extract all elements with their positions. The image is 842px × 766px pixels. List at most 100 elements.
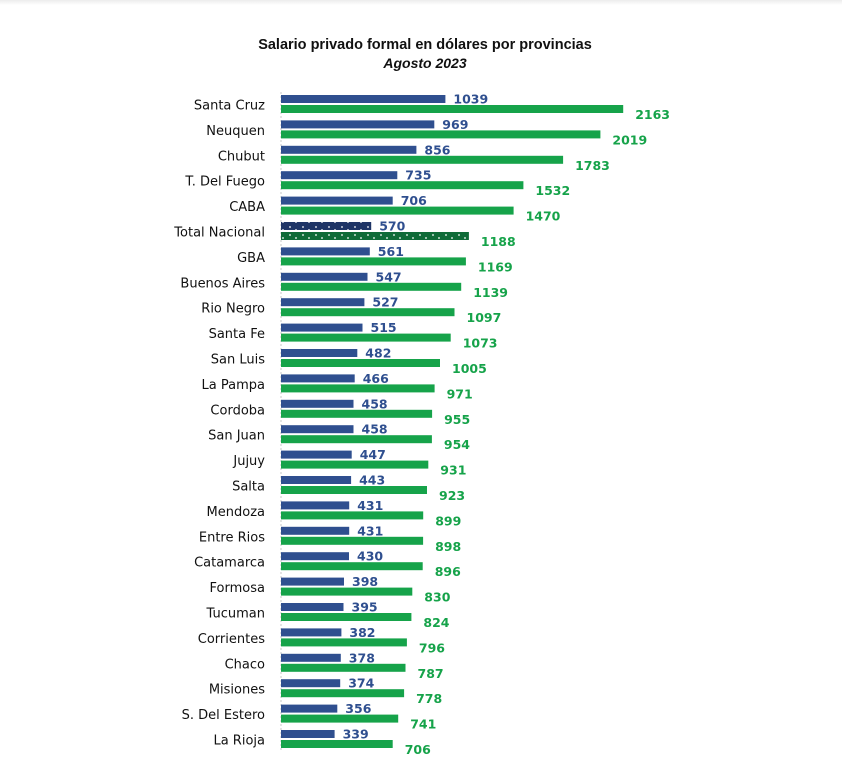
bar-blue bbox=[281, 145, 417, 154]
data-label: 1005 bbox=[452, 361, 487, 376]
bar-row: Misiones 374 778 bbox=[209, 676, 442, 707]
bar-green bbox=[281, 435, 432, 444]
data-label: 796 bbox=[419, 640, 445, 655]
data-label: 561 bbox=[378, 244, 404, 259]
bar-green bbox=[281, 359, 440, 367]
bar-row: Chubut 856 1783 bbox=[218, 142, 610, 173]
data-label: 955 bbox=[444, 412, 470, 427]
data-label: 374 bbox=[348, 676, 374, 691]
bar-row: Santa Fe 515 1073 bbox=[209, 320, 498, 351]
bar-green bbox=[281, 689, 405, 698]
category-label: Mendoza bbox=[207, 505, 265, 520]
bar-row: La Pampa 466 971 bbox=[202, 371, 473, 402]
category-label: Chubut bbox=[218, 149, 265, 164]
bar-row: Chaco 378 787 bbox=[225, 650, 444, 681]
data-label: 971 bbox=[447, 386, 473, 401]
data-label: 547 bbox=[376, 269, 402, 284]
bar-row: Neuquen 969 2019 bbox=[206, 117, 647, 148]
bar-blue bbox=[281, 653, 341, 662]
data-label: 398 bbox=[352, 574, 378, 589]
data-label: 1532 bbox=[535, 183, 570, 198]
data-label: 482 bbox=[365, 346, 391, 361]
data-label: 1139 bbox=[473, 285, 508, 300]
bar-green bbox=[281, 282, 462, 291]
data-label: 458 bbox=[362, 396, 388, 411]
category-label: Neuquen bbox=[206, 124, 265, 139]
category-label: Buenos Aires bbox=[180, 276, 265, 291]
bar-blue bbox=[281, 349, 358, 357]
bar-row: Mendoza 431 899 bbox=[207, 498, 462, 529]
data-label: 356 bbox=[345, 701, 371, 716]
category-label: GBA bbox=[237, 251, 265, 266]
bar-row: Buenos Aires 547 1139 bbox=[180, 269, 508, 300]
bar-blue bbox=[281, 628, 342, 637]
data-label: 735 bbox=[405, 168, 431, 183]
chart-subtitle: Agosto 2023 bbox=[383, 55, 467, 71]
data-label: 824 bbox=[423, 615, 449, 630]
bar-blue bbox=[281, 95, 446, 103]
data-label: 1039 bbox=[453, 92, 488, 107]
category-label: Total Nacional bbox=[173, 226, 265, 241]
bar-green bbox=[281, 613, 412, 621]
data-label: 931 bbox=[440, 463, 466, 478]
bar-green bbox=[281, 333, 451, 342]
data-label: 447 bbox=[360, 447, 386, 462]
category-label: Santa Cruz bbox=[194, 99, 265, 114]
category-label: Cordoba bbox=[210, 403, 265, 418]
data-label: 969 bbox=[442, 117, 468, 132]
category-label: Santa Fe bbox=[209, 327, 265, 342]
data-label: 430 bbox=[357, 549, 383, 564]
bar-green bbox=[281, 257, 466, 266]
category-label: Entre Rios bbox=[199, 530, 265, 545]
bar-green bbox=[281, 232, 469, 240]
data-label: 1097 bbox=[467, 310, 502, 325]
bar-green bbox=[281, 105, 624, 113]
bar-row: Catamarca 430 896 bbox=[194, 549, 461, 580]
data-label: 431 bbox=[357, 523, 383, 538]
bar-row: San Luis 482 1005 bbox=[211, 346, 487, 377]
bar-blue bbox=[281, 526, 350, 535]
data-label: 787 bbox=[418, 666, 444, 681]
data-label: 2019 bbox=[612, 132, 647, 147]
bar-row: Salta 443 923 bbox=[232, 473, 465, 504]
data-label: 1470 bbox=[526, 209, 561, 224]
bar-blue bbox=[281, 323, 363, 332]
bar-green bbox=[281, 562, 423, 571]
bar-row: Total Nacional 570 1188 bbox=[173, 219, 515, 250]
bar-row: CABA 706 1470 bbox=[229, 193, 560, 224]
bar-green bbox=[281, 663, 406, 672]
bar-row: T. Del Fuego 735 1532 bbox=[184, 168, 570, 199]
data-label: 382 bbox=[349, 625, 375, 640]
data-label: 466 bbox=[363, 371, 389, 386]
category-label: La Rioja bbox=[213, 734, 265, 749]
bar-row: S. Del Estero 356 741 bbox=[182, 701, 437, 732]
data-label: 954 bbox=[444, 437, 470, 452]
data-label: 706 bbox=[401, 193, 427, 208]
category-label: La Pampa bbox=[202, 378, 265, 393]
bar-green bbox=[281, 638, 407, 647]
category-label: San Juan bbox=[208, 429, 265, 444]
bar-green bbox=[281, 181, 524, 190]
bar-blue bbox=[281, 679, 341, 688]
data-label: 458 bbox=[362, 422, 388, 437]
bar-green bbox=[281, 587, 413, 596]
bar-green bbox=[281, 460, 429, 469]
bar-blue bbox=[281, 399, 354, 408]
category-label: Salta bbox=[232, 480, 265, 495]
bar-blue bbox=[281, 298, 365, 307]
bar-green bbox=[281, 409, 433, 418]
data-label: 339 bbox=[343, 727, 369, 742]
category-label: Catamarca bbox=[194, 556, 265, 571]
category-label: Jujuy bbox=[232, 454, 265, 469]
data-label: 395 bbox=[352, 600, 378, 615]
data-label: 570 bbox=[379, 219, 405, 234]
bar-row: Jujuy 447 931 bbox=[232, 447, 466, 478]
bar-row: Rio Negro 527 1097 bbox=[201, 295, 501, 326]
bar-row: Santa Cruz 1039 2163 bbox=[194, 92, 670, 123]
category-label: San Luis bbox=[211, 353, 265, 368]
bar-blue bbox=[281, 552, 349, 561]
bar-row: Corrientes 382 796 bbox=[198, 625, 446, 656]
bar-green bbox=[281, 384, 435, 393]
bar-blue bbox=[281, 476, 352, 484]
bar-blue bbox=[281, 603, 344, 611]
